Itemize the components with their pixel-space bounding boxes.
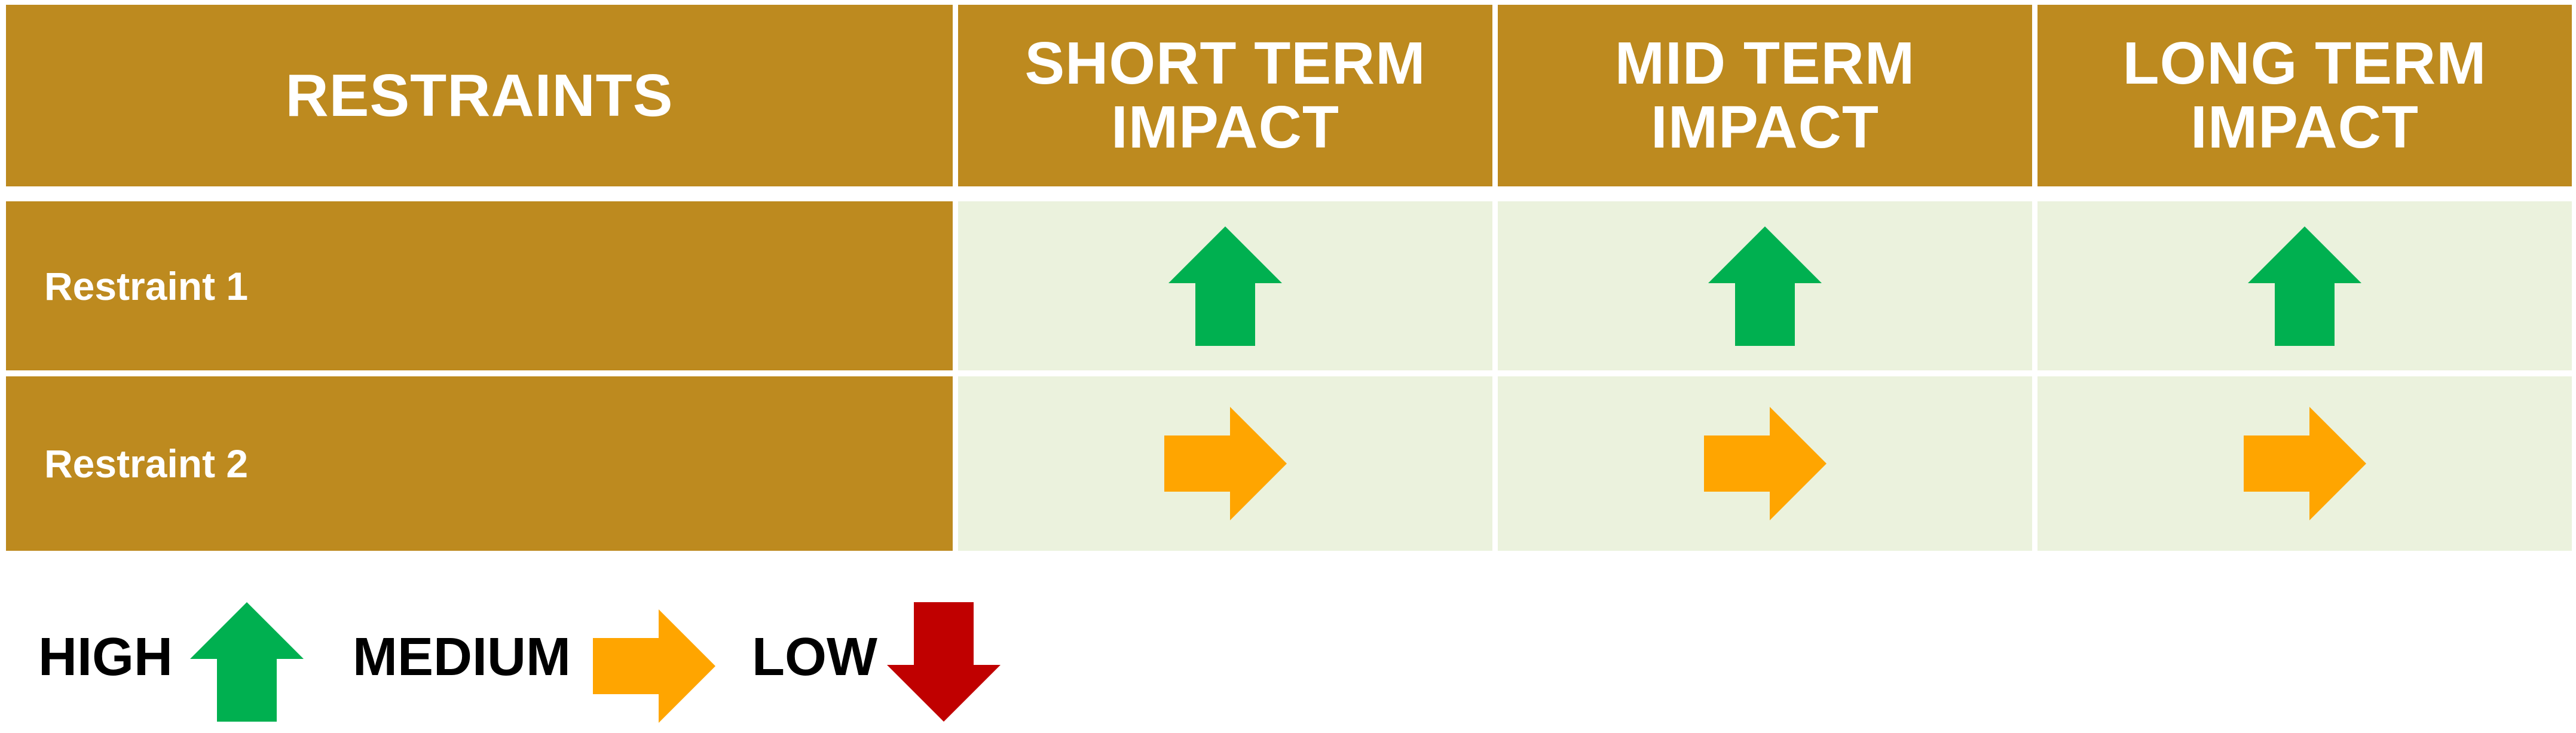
- arrow-up-icon: [1708, 226, 1822, 346]
- header-mid-term: MID TERM IMPACT: [1498, 5, 2032, 186]
- legend-medium-label: MEDIUM: [353, 627, 571, 687]
- arrow-up-icon: [2248, 226, 2361, 346]
- header-mid-term-label: MID TERM IMPACT: [1614, 30, 1916, 161]
- legend: HIGH MEDIUM LOW: [0, 591, 1195, 729]
- legend-high-label: HIGH: [38, 627, 173, 687]
- impact-table: RESTRAINTS SHORT TERM IMPACT MID TERM IM…: [6, 5, 2572, 551]
- cell-restraint-2-mid: [1498, 376, 2032, 551]
- legend-low-label: LOW: [752, 627, 877, 687]
- header-short-term-label: SHORT TERM IMPACT: [1024, 30, 1426, 161]
- header-long-term: LONG TERM IMPACT: [2037, 5, 2572, 186]
- legend-medium-icon: [593, 609, 715, 723]
- header-short-term: SHORT TERM IMPACT: [958, 5, 1492, 186]
- legend-low-icon: [887, 602, 1001, 722]
- cell-restraint-1-long: [2037, 201, 2572, 370]
- row-label-restraint-1: Restraint 1: [6, 201, 953, 370]
- cell-restraint-1-short: [958, 201, 1492, 370]
- arrow-up-icon: [1168, 226, 1282, 346]
- row-label-text: Restraint 2: [44, 441, 249, 486]
- header-restraints-label: RESTRAINTS: [285, 62, 674, 129]
- arrow-right-icon: [1703, 407, 1827, 520]
- arrow-right-icon: [2243, 407, 2366, 520]
- cell-restraint-1-mid: [1498, 201, 2032, 370]
- cell-restraint-2-long: [2037, 376, 2572, 551]
- row-label-restraint-2: Restraint 2: [6, 376, 953, 551]
- row-label-text: Restraint 1: [44, 263, 249, 308]
- legend-high-icon: [190, 602, 304, 722]
- arrow-right-icon: [1164, 407, 1287, 520]
- header-long-term-label: LONG TERM IMPACT: [2122, 30, 2487, 161]
- header-restraints: RESTRAINTS: [6, 5, 953, 186]
- cell-restraint-2-short: [958, 376, 1492, 551]
